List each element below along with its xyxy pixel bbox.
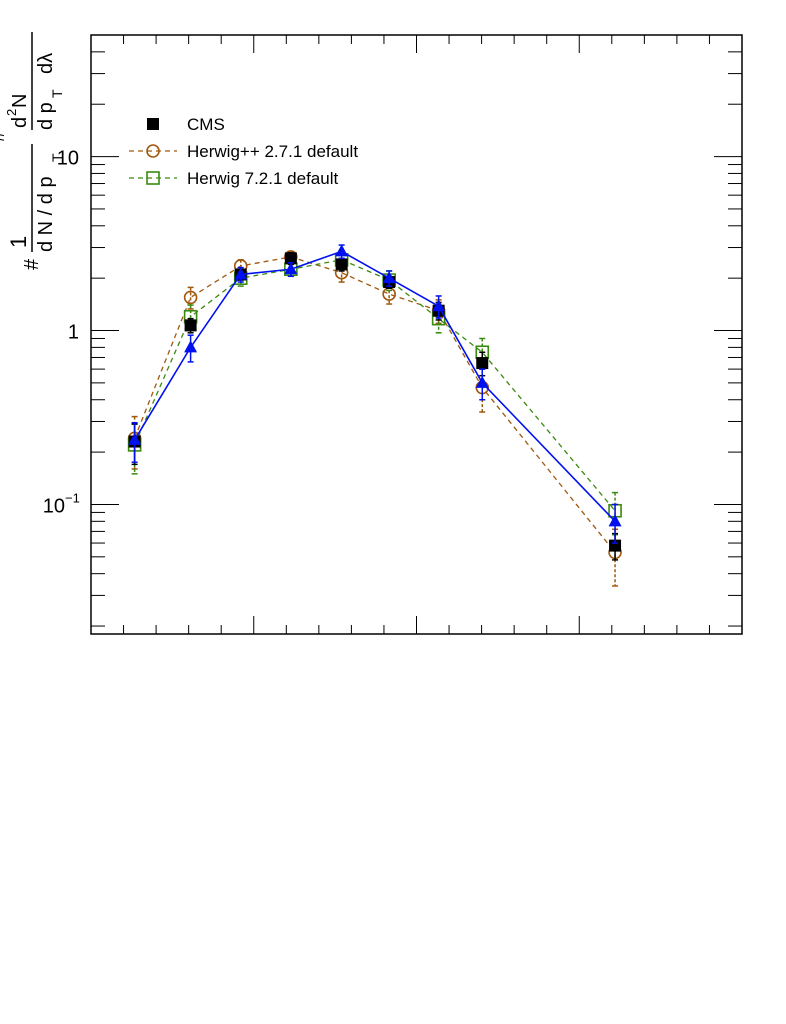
data-point <box>475 375 489 388</box>
y-tick-label-base: 1 <box>68 322 79 344</box>
ylabel-d2n-lambda: dλ <box>35 53 57 74</box>
series-line <box>134 256 616 553</box>
data-point <box>335 258 348 271</box>
legend-marker <box>147 118 159 130</box>
ylabel-hash-1: # <box>21 258 43 270</box>
data-point <box>284 252 297 265</box>
y-tick-label: 1 <box>68 322 79 344</box>
y-tick-label-exponent: −1 <box>65 490 80 505</box>
data-series <box>127 244 622 587</box>
data-point <box>284 262 298 275</box>
ylabel-d2n-denominator: d p <box>35 102 57 130</box>
data-point <box>335 244 349 257</box>
y-tick-label-base: 10 <box>57 148 79 170</box>
data-point <box>432 299 446 312</box>
legend-label: Herwig++ 2.7.1 default <box>187 142 358 161</box>
data-point <box>382 271 396 284</box>
ylabel-hash-2: # <box>0 130 9 142</box>
data-point <box>608 514 622 527</box>
ylabel-fraction-denominator: d N / d p <box>35 176 57 252</box>
ylabel-d2n-d: d <box>9 117 31 128</box>
ylabel-d2n-denominator-subscript: T <box>49 89 65 98</box>
data-point <box>184 319 197 332</box>
ylabel-d2n-n: N <box>9 94 31 108</box>
legend-entry: Herwig++ 2.7.1 default <box>129 142 358 161</box>
y-axis-title: # 1 d N / d p T # d 2 N d p T dλ <box>0 32 65 270</box>
legend: CMS Herwig++ 2.7.1 default Herwig 7.2.1 de… <box>129 115 358 188</box>
y-tick-label: 10 <box>57 148 79 170</box>
data-point <box>183 290 198 305</box>
data-point <box>184 340 198 353</box>
ylabel-fraction-numerator: 1 <box>6 236 31 248</box>
ylabel-d2n-superscript: 2 <box>4 109 19 116</box>
legend-entry: Herwig 7.2.1 default <box>129 169 338 188</box>
legend-marker <box>146 171 160 185</box>
legend-entry: CMS <box>147 115 225 134</box>
legend-marker <box>146 144 160 158</box>
data-point <box>476 357 489 370</box>
legend-label: Herwig 7.2.1 default <box>187 169 338 188</box>
y-tick-label-base: 10 <box>43 495 65 517</box>
legend-label: CMS <box>187 115 225 134</box>
ylabel-denominator-subscript: T <box>49 153 65 162</box>
data-point <box>234 267 248 280</box>
data-point <box>128 432 142 445</box>
y-tick-label: 10 −1 <box>43 490 80 517</box>
series-3 <box>128 244 622 544</box>
